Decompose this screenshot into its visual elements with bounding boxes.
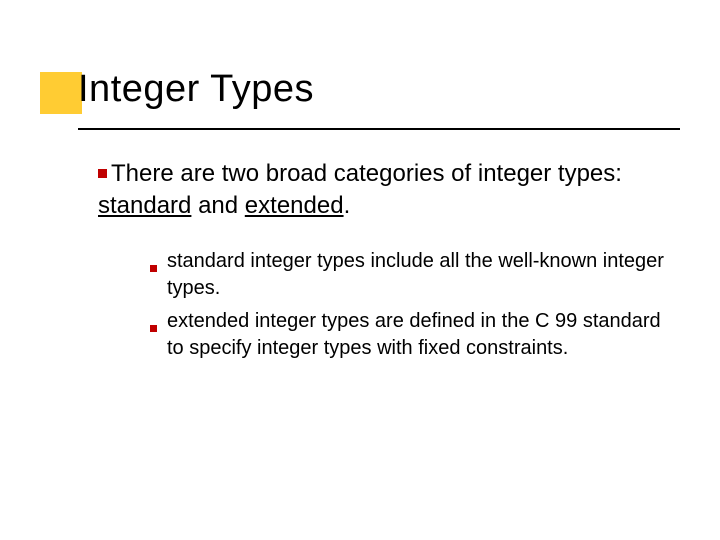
- list-item: extended integer types are defined in th…: [150, 308, 670, 362]
- sub-bullet-list: standard integer types include all the w…: [150, 248, 670, 368]
- main-text-prefix: There are two broad categories of intege…: [111, 160, 622, 187]
- keyword-extended: extended: [245, 192, 344, 219]
- square-bullet-icon: [150, 265, 157, 272]
- title-divider: [78, 128, 680, 130]
- main-text-suffix: .: [344, 192, 351, 219]
- keyword-standard: standard: [98, 192, 191, 219]
- sub-bullet-text: standard integer types include all the w…: [167, 248, 670, 302]
- sub-bullet-text: extended integer types are defined in th…: [167, 308, 670, 362]
- list-item: standard integer types include all the w…: [150, 248, 670, 302]
- square-bullet-icon: [98, 169, 107, 178]
- slide-title: Integer Types: [78, 68, 314, 111]
- main-bullet: There are two broad categories of intege…: [98, 158, 658, 223]
- accent-box: [40, 72, 82, 114]
- main-text-mid: and: [191, 192, 244, 219]
- square-bullet-icon: [150, 325, 157, 332]
